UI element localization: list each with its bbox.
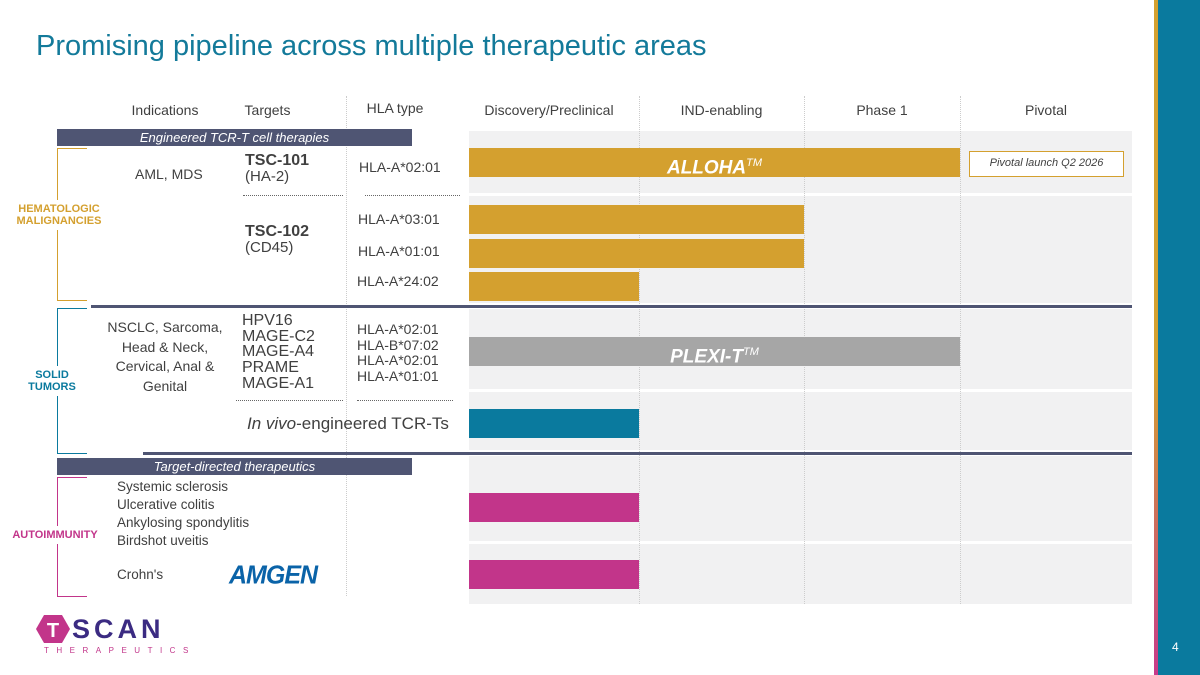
section-separator: [91, 305, 1132, 308]
stage-divider: [960, 96, 961, 604]
bar-plexi-t: PLEXI-TTM: [469, 337, 960, 368]
bar-invivo: [469, 409, 639, 438]
hla-type: HLA-A*03:01: [358, 211, 440, 227]
indication: Birdshot uveitis: [117, 533, 209, 548]
solid-hla: HLA-A*02:01 HLA-B*07:02 HLA-A*02:01 HLA-…: [357, 321, 439, 384]
dotted-divider: [365, 195, 460, 196]
invivo-rest: -engineered TCR-Ts: [296, 414, 449, 433]
indication-line: NSCLC, Sarcoma,: [107, 319, 223, 335]
header-stage: Phase 1: [856, 102, 908, 118]
bar-tsc102-a0101: [469, 239, 804, 268]
tm-mark: TM: [746, 157, 763, 169]
hla-type: HLA-A*01:01: [358, 243, 440, 259]
tm-mark: TM: [742, 346, 759, 358]
indication-line: Genital: [142, 377, 188, 394]
bar-autoimmunity: [469, 493, 639, 522]
logo-name: SCAN: [72, 614, 165, 644]
pivotal-launch-note: Pivotal launch Q2 2026: [969, 151, 1124, 177]
header-targets: Targets: [244, 102, 291, 118]
side-decoration: [1158, 0, 1200, 675]
indication: Systemic sclerosis: [117, 479, 229, 494]
indication: Ankylosing spondylitis: [117, 515, 250, 530]
invivo-label: In vivo-engineered TCR-Ts: [247, 414, 449, 434]
svg-text:T: T: [47, 620, 59, 642]
header-hla: HLA type: [366, 100, 424, 116]
bar-tsc102-a2402: [469, 272, 639, 301]
header-indications: Indications: [131, 102, 199, 118]
target-sub: (CD45): [245, 239, 294, 256]
header-stage: Pivotal: [1024, 102, 1068, 118]
indication-line: Head & Neck,: [121, 338, 209, 355]
hla-type: HLA-A*02:01: [357, 321, 439, 337]
target: MAGE-A4: [242, 343, 315, 361]
hexagon-icon: T: [36, 615, 70, 643]
category-heme: HEMATOLOGIC MALIGNANCIES: [14, 200, 104, 230]
indication-solid: NSCLC, Sarcoma, Head & Neck, Cervical, A…: [100, 318, 230, 396]
amgen-logo: AMGEN: [229, 560, 318, 590]
band-target-directed: Target-directed therapeutics: [57, 458, 412, 475]
invivo-italic: In vivo: [247, 414, 297, 433]
target-sub: (HA-2): [245, 168, 290, 185]
bar-crohns: [469, 560, 639, 589]
alloha-label: ALLOHA: [666, 157, 747, 179]
hla-type: HLA-A*02:01: [357, 352, 439, 368]
indication: Ulcerative colitis: [117, 497, 215, 512]
band-tcr: Engineered TCR-T cell therapies: [57, 129, 412, 146]
plexi-label: PLEXI-T: [670, 346, 743, 368]
logo-sub: THERAPEUTICS: [44, 646, 196, 655]
hla-type: HLA-A*24:02: [357, 273, 439, 289]
dotted-divider: [236, 400, 343, 401]
section-separator: [143, 452, 1132, 455]
auto-indications: Systemic sclerosis Ulcerative colitis An…: [117, 478, 249, 550]
bar-alloha: ALLOHATM: [469, 148, 960, 179]
category-solid: SOLID TUMORS: [10, 366, 94, 396]
header-stage: Discovery/Preclinical: [484, 102, 614, 118]
page-title: Promising pipeline across multiple thera…: [36, 30, 707, 62]
column-divider: [346, 96, 347, 596]
target: MAGE-A1: [242, 374, 315, 392]
hla-type: HLA-B*07:02: [357, 336, 439, 353]
hla-type: HLA-A*02:01: [359, 159, 441, 175]
hla-type: HLA-A*01:01: [357, 367, 439, 384]
target: MAGE-C2: [242, 327, 315, 345]
page-number: 4: [1172, 640, 1179, 654]
target: PRAME: [242, 359, 299, 377]
category-auto: AUTOIMMUNITY: [10, 526, 100, 544]
dotted-divider: [243, 195, 343, 196]
target-name: TSC-101: [245, 152, 310, 169]
side-accent-line: [1154, 0, 1158, 675]
target-name: TSC-102: [245, 223, 310, 240]
indication: AML, MDS: [135, 166, 203, 182]
indication-crohns: Crohn's: [117, 567, 164, 582]
solid-targets: HPV16 MAGE-C2 MAGE-A4 PRAME MAGE-A1: [242, 313, 315, 392]
tscan-logo: T SCAN THERAPEUTICS: [36, 614, 188, 655]
target: HPV16: [242, 312, 293, 329]
bar-tsc102-a0301: [469, 205, 804, 234]
header-stage: IND-enabling: [680, 102, 763, 118]
indication-line: Cervical, Anal &: [115, 358, 215, 374]
dotted-divider: [357, 400, 453, 401]
